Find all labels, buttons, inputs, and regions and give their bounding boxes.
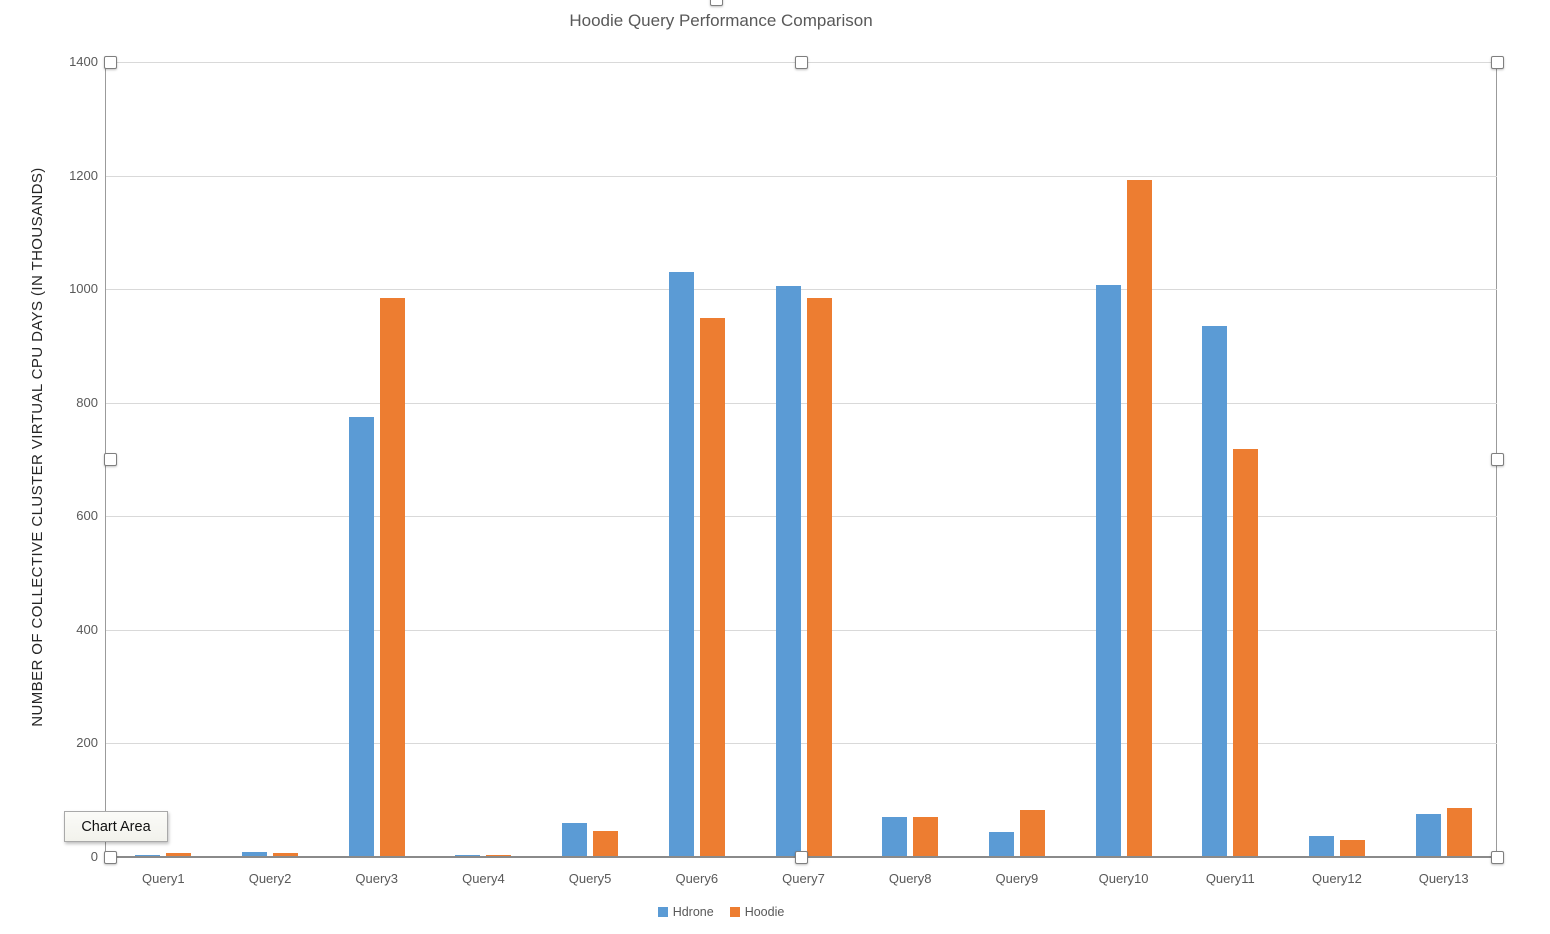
- resize-handle-bottom-left[interactable]: [103, 850, 117, 864]
- bar-hoodie-query7[interactable]: [806, 298, 832, 857]
- chart-title[interactable]: Hoodie Query Performance Comparison: [569, 11, 873, 30]
- resize-handle-top-left[interactable]: [103, 55, 117, 69]
- y-axis-title[interactable]: NUMBER OF COLLECTIVE CLUSTER VIRTUAL CPU…: [29, 167, 46, 727]
- x-tick-label[interactable]: Query8: [888, 871, 932, 886]
- bar-hdrone-query11[interactable]: [1202, 326, 1228, 857]
- x-tick-label[interactable]: Query10: [1098, 871, 1149, 886]
- legend-item-hdrone[interactable]: Hdrone: [657, 905, 714, 919]
- y-tick-label[interactable]: 800: [76, 394, 98, 410]
- chart-area-tooltip-label: Chart Area: [81, 818, 151, 835]
- resize-handle-bottom-center[interactable]: [794, 850, 808, 864]
- plot-area[interactable]: [106, 62, 1497, 857]
- x-tick-label[interactable]: Query12: [1312, 871, 1362, 886]
- resize-handle-mid-right[interactable]: [1490, 453, 1504, 466]
- gridline: [106, 629, 1497, 631]
- resize-handle-top-right[interactable]: [1490, 55, 1504, 69]
- x-tick-label[interactable]: Query5: [568, 871, 612, 886]
- x-tick-label[interactable]: Query7: [782, 871, 825, 886]
- bar-hdrone-query2[interactable]: [242, 852, 268, 857]
- legend-swatch-hdrone: [657, 907, 668, 917]
- bar-hoodie-query3[interactable]: [379, 298, 405, 857]
- x-tick-label[interactable]: Query4: [462, 871, 505, 886]
- bar-hdrone-query5[interactable]: [562, 823, 588, 857]
- y-tick-label[interactable]: 1200: [69, 167, 98, 183]
- legend-item-hoodie[interactable]: Hoodie: [729, 905, 785, 919]
- chart-area-tooltip: Chart Area: [64, 811, 168, 842]
- bar-hoodie-query13[interactable]: [1446, 808, 1472, 857]
- gridline: [106, 402, 1497, 404]
- x-tick-label[interactable]: Query9: [995, 871, 1039, 886]
- y-tick-label[interactable]: 600: [76, 508, 98, 524]
- bar-hdrone-query13[interactable]: [1415, 814, 1441, 857]
- bar-hoodie-query5[interactable]: [593, 831, 619, 857]
- legend-swatch-hoodie: [729, 907, 740, 917]
- bar-hdrone-query10[interactable]: [1095, 285, 1121, 857]
- bar-hdrone-query7[interactable]: [775, 286, 801, 857]
- x-tick-label[interactable]: Query11: [1205, 871, 1255, 886]
- x-tick-label[interactable]: Query1: [142, 871, 185, 886]
- resize-handle-mid-left[interactable]: [103, 453, 117, 466]
- x-tick-label[interactable]: Query2: [248, 871, 292, 886]
- gridline: [106, 289, 1497, 291]
- gridline: [106, 743, 1497, 745]
- bar-hoodie-query12[interactable]: [1339, 840, 1365, 857]
- resize-handle-top-center[interactable]: [794, 55, 808, 69]
- x-tick-label[interactable]: Query6: [675, 871, 719, 886]
- bar-hdrone-query3[interactable]: [348, 417, 374, 857]
- bar-hoodie-query11[interactable]: [1233, 449, 1259, 857]
- y-tick-label[interactable]: 1000: [69, 281, 98, 297]
- bar-hoodie-query1[interactable]: [166, 853, 192, 857]
- bar-hdrone-query9[interactable]: [988, 832, 1014, 857]
- resize-handle-bottom-right[interactable]: [1490, 850, 1504, 864]
- bar-hoodie-query8[interactable]: [913, 817, 939, 857]
- resize-handle-top-chart[interactable]: [710, 0, 723, 6]
- bar-hoodie-query2[interactable]: [273, 853, 299, 857]
- y-tick-label[interactable]: 400: [76, 621, 98, 637]
- gridline: [106, 175, 1497, 177]
- bar-hdrone-query12[interactable]: [1308, 836, 1334, 857]
- y-tick-label[interactable]: 200: [76, 735, 98, 751]
- legend-label: Hdrone: [672, 905, 714, 919]
- bar-hdrone-query6[interactable]: [668, 272, 694, 857]
- bar-hoodie-query9[interactable]: [1019, 810, 1045, 857]
- bar-hoodie-query6[interactable]: [699, 318, 725, 857]
- bar-hdrone-query8[interactable]: [882, 817, 908, 857]
- y-tick-label[interactable]: 1400: [69, 54, 98, 69]
- gridline: [106, 516, 1497, 518]
- bar-hoodie-query10[interactable]: [1126, 180, 1152, 857]
- y-tick-label[interactable]: 0: [90, 849, 98, 864]
- legend[interactable]: Hdrone Hoodie: [421, 905, 1021, 919]
- x-tick-label[interactable]: Query3: [355, 871, 399, 886]
- legend-label: Hoodie: [744, 905, 785, 919]
- x-tick-label[interactable]: Query13: [1418, 871, 1469, 886]
